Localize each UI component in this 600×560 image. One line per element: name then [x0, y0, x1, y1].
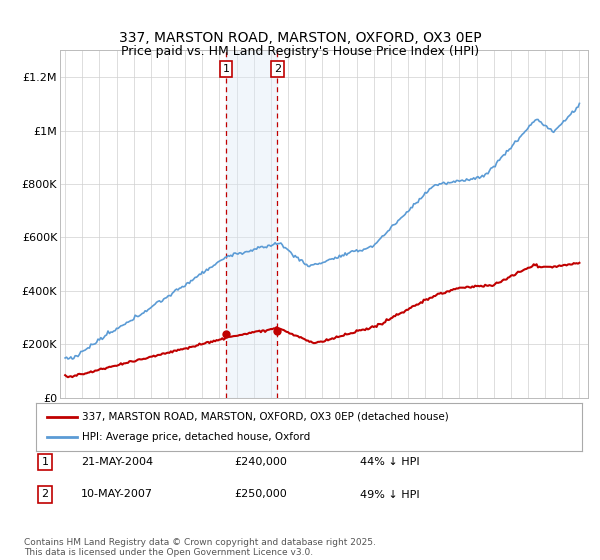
Text: 49% ↓ HPI: 49% ↓ HPI: [360, 489, 419, 500]
Text: HPI: Average price, detached house, Oxford: HPI: Average price, detached house, Oxfo…: [82, 432, 311, 442]
Text: 337, MARSTON ROAD, MARSTON, OXFORD, OX3 0EP (detached house): 337, MARSTON ROAD, MARSTON, OXFORD, OX3 …: [82, 412, 449, 422]
Text: 2: 2: [41, 489, 49, 500]
Text: Contains HM Land Registry data © Crown copyright and database right 2025.
This d: Contains HM Land Registry data © Crown c…: [24, 538, 376, 557]
Text: 21-MAY-2004: 21-MAY-2004: [81, 457, 153, 467]
Text: Price paid vs. HM Land Registry's House Price Index (HPI): Price paid vs. HM Land Registry's House …: [121, 45, 479, 58]
Text: £240,000: £240,000: [234, 457, 287, 467]
Text: 1: 1: [223, 64, 229, 74]
Text: 337, MARSTON ROAD, MARSTON, OXFORD, OX3 0EP: 337, MARSTON ROAD, MARSTON, OXFORD, OX3 …: [119, 31, 481, 45]
Text: 44% ↓ HPI: 44% ↓ HPI: [360, 457, 419, 467]
Text: £250,000: £250,000: [234, 489, 287, 500]
Bar: [226, 50, 277, 398]
Text: 1: 1: [41, 457, 49, 467]
Text: 2: 2: [274, 64, 281, 74]
Text: 10-MAY-2007: 10-MAY-2007: [81, 489, 153, 500]
